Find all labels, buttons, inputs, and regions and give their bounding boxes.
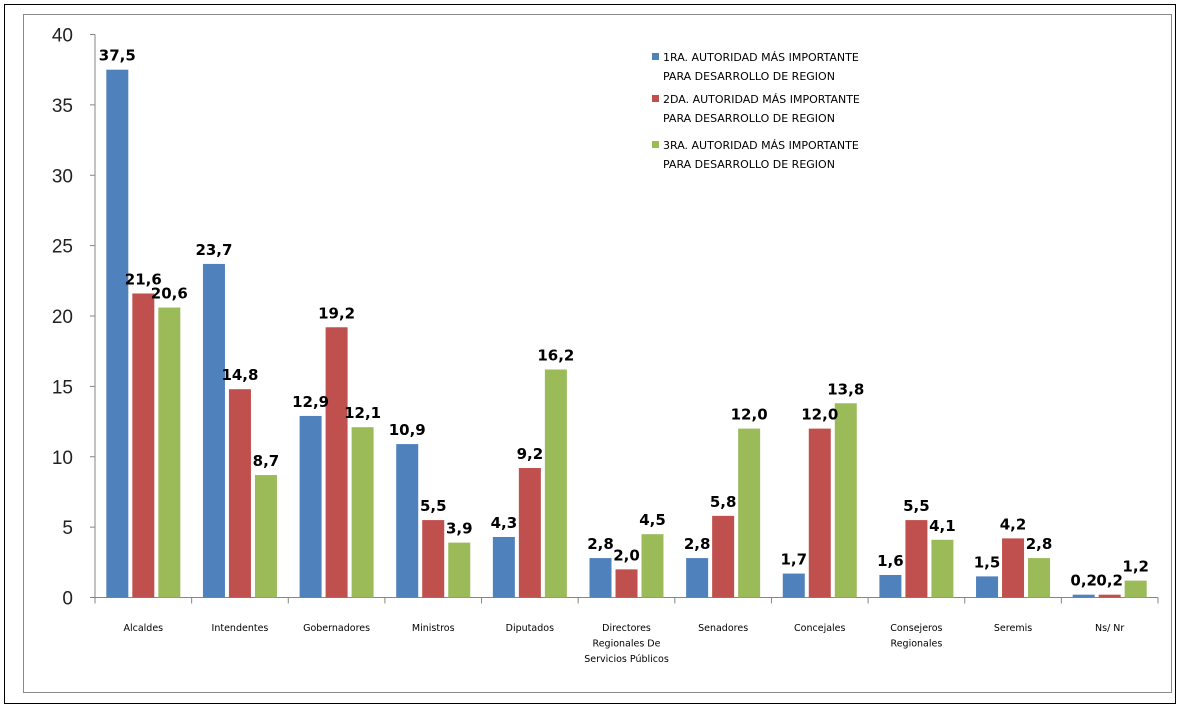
x-tick-label: Directores Regionales De Servicios Público… <box>584 623 669 665</box>
y-tick-label: 5 <box>62 518 73 539</box>
chart-data-labels: 37,5 21,620,6 23,7 14,8 8,7 12,9 19,2 12,1 10,9 5… <box>99 47 1149 590</box>
bar-series-3-1 <box>254 475 277 598</box>
bar-series-3-9 <box>1028 558 1051 598</box>
bar-series-3-7 <box>834 403 857 598</box>
bar-series-2-2 <box>325 327 348 598</box>
bar-series-1-6 <box>686 558 709 598</box>
bar-series-2-6 <box>712 515 735 598</box>
bar-series-2-4 <box>518 468 541 598</box>
legend-label-2: 2DA. AUTORIDAD MÁS IMPORTANTE PARA DESARR… <box>663 93 860 125</box>
data-label-series-2-1: 14,8 <box>221 366 258 384</box>
x-tick-label: Alcaldes <box>123 623 163 634</box>
data-label-series-3-4: 16,2 <box>537 346 574 364</box>
legend-swatch-1 <box>652 53 659 60</box>
y-tick-label: 35 <box>52 96 73 117</box>
data-label-series-3-7: 13,8 <box>827 380 864 398</box>
bar-series-1-5 <box>589 558 612 598</box>
chart-bars <box>106 69 1147 598</box>
data-label-series-1-9: 1,5 <box>974 553 1001 571</box>
data-label-series-3-2: 12,1 <box>344 404 381 422</box>
bar-series-3-2 <box>351 427 374 598</box>
bar-series-1-7 <box>782 573 805 598</box>
x-tick-label: Consejeros Regionales <box>890 623 942 650</box>
bar-series-1-2 <box>299 415 322 598</box>
data-label-series-2-6: 5,8 <box>710 493 737 511</box>
bar-series-1-3 <box>396 444 419 598</box>
chart-outer-frame <box>4 4 1176 704</box>
x-tick-label: Concejales <box>794 623 845 634</box>
y-tick-label: 15 <box>52 377 73 398</box>
legend-label-3: 3RA. AUTORIDAD MÁS IMPORTANTE PARA DESARR… <box>663 139 859 171</box>
bar-series-1-10 <box>1072 594 1095 598</box>
bar-series-1-1 <box>202 263 225 598</box>
data-label-series-1-7: 1,7 <box>780 551 807 569</box>
data-label-series-2-10: 0,2 <box>1096 572 1123 590</box>
bar-series-2-1 <box>228 389 251 598</box>
legend-swatch-3 <box>652 141 659 148</box>
data-label-series-1-6: 2,8 <box>684 535 711 553</box>
legend-swatch-2 <box>652 95 659 102</box>
data-label-series-2-2: 19,2 <box>318 304 355 322</box>
data-label-series-1-3: 10,9 <box>389 421 426 439</box>
data-label-series-1-10: 0,2 <box>1070 572 1097 590</box>
bar-series-2-5 <box>615 569 638 598</box>
data-label-series-2-4: 9,2 <box>517 445 544 463</box>
y-tick-label: 20 <box>52 307 73 328</box>
bar-series-2-3 <box>422 520 445 598</box>
data-label-series-3-6: 12,0 <box>731 406 768 424</box>
legend-label-1: 1RA. AUTORIDAD MÁS IMPORTANTE PARA DESARR… <box>663 51 859 83</box>
x-tick-label: Gobernadores <box>303 623 370 634</box>
data-label-series-3-0: 20,6 <box>151 285 188 303</box>
data-label-series-3-5: 4,5 <box>639 511 666 529</box>
bar-series-1-4 <box>492 536 515 598</box>
x-tick-label: Ns/ Nr <box>1095 623 1124 634</box>
bar-series-2-9 <box>1002 538 1025 598</box>
bar-series-1-0 <box>106 69 129 598</box>
bar-series-1-8 <box>879 574 902 598</box>
bar-series-3-4 <box>544 369 567 598</box>
x-tick-label: Intendentes <box>212 623 269 634</box>
data-label-series-3-8: 4,1 <box>929 517 956 535</box>
data-label-series-3-10: 1,2 <box>1122 558 1149 576</box>
x-tick-label: Seremis <box>994 623 1032 634</box>
data-label-series-3-1: 8,7 <box>253 452 280 470</box>
data-label-series-1-0: 37,5 <box>99 47 136 65</box>
y-tick-label: 0 <box>62 589 73 610</box>
data-label-series-2-0: 21,6 <box>125 270 162 288</box>
chart-legend: 1RA. AUTORIDAD MÁS IMPORTANTE PARA DESARR… <box>652 51 860 171</box>
y-tick-label: 40 <box>52 26 73 47</box>
data-label-series-1-2: 12,9 <box>292 393 329 411</box>
data-label-series-2-3: 5,5 <box>420 497 447 515</box>
chart-plot-frame <box>23 14 1172 693</box>
data-label-series-2-7: 12,0 <box>801 406 838 424</box>
data-label-series-2-8: 5,5 <box>903 497 930 515</box>
data-label-series-1-4: 4,3 <box>491 514 518 532</box>
data-label-series-3-9: 2,8 <box>1026 535 1053 553</box>
data-label-series-2-5: 2,0 <box>613 546 640 564</box>
data-label-series-1-8: 1,6 <box>877 552 904 570</box>
x-axis-tick-labels: Alcaldes Intendentes Gobernadores Ministros… <box>123 623 1124 665</box>
x-tick-label: Diputados <box>506 623 554 634</box>
y-tick-label: 10 <box>52 448 73 469</box>
x-tick-label: Ministros <box>412 623 455 634</box>
bar-series-3-0 <box>158 307 181 598</box>
bar-series-3-5 <box>641 534 664 598</box>
bar-series-1-9 <box>976 576 999 598</box>
data-label-series-3-3: 3,9 <box>446 520 473 538</box>
data-label-series-1-1: 23,7 <box>195 241 232 259</box>
bar-series-3-10 <box>1124 580 1147 598</box>
data-label-series-1-5: 2,8 <box>587 535 614 553</box>
y-tick-label: 30 <box>52 166 73 187</box>
bar-series-2-7 <box>808 428 831 598</box>
bar-series-3-3 <box>448 542 471 598</box>
bar-series-2-0 <box>132 293 155 598</box>
data-label-series-2-9: 4,2 <box>1000 515 1027 533</box>
bar-series-3-8 <box>931 539 954 598</box>
bar-series-2-10 <box>1098 594 1121 598</box>
bar-series-2-8 <box>905 520 928 598</box>
bar-series-3-6 <box>738 428 761 598</box>
x-tick-label: Senadores <box>698 623 748 634</box>
y-tick-label: 25 <box>52 237 73 258</box>
